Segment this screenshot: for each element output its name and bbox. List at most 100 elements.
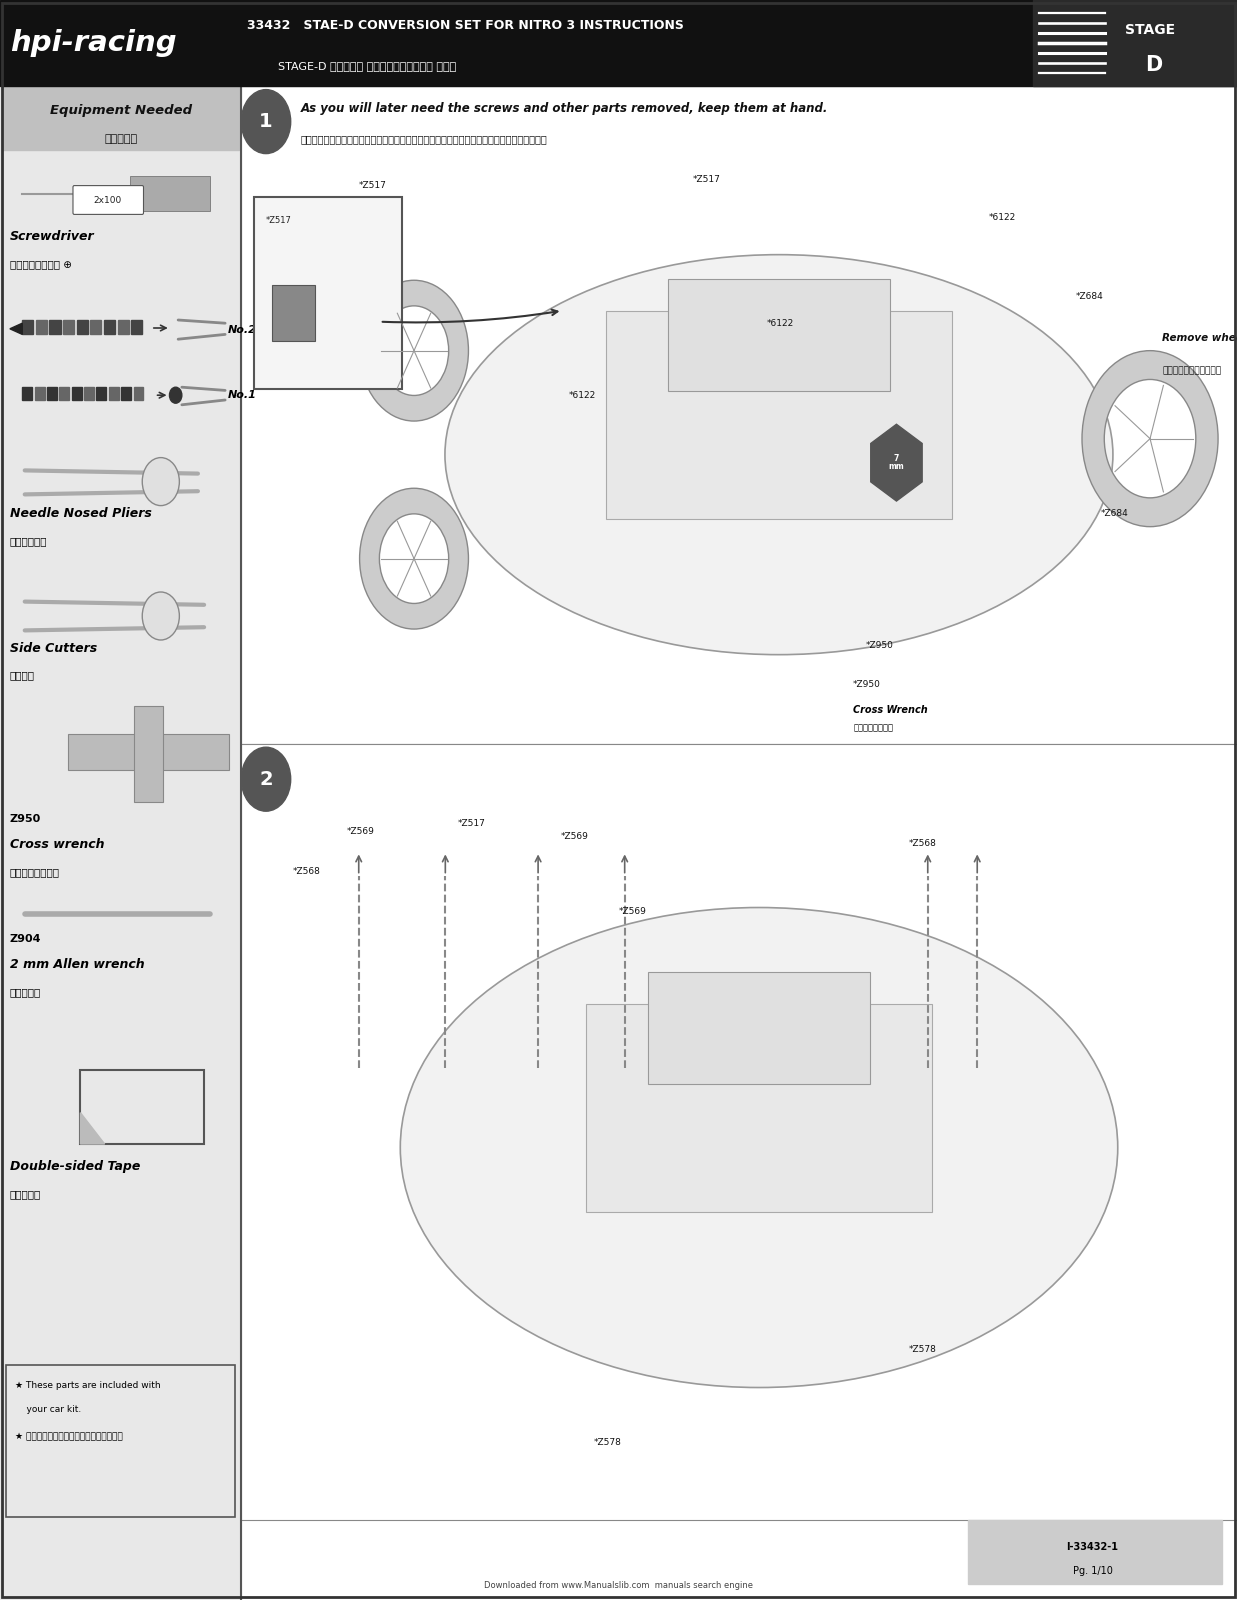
Bar (80, 1070, 204, 1144)
Bar (59, 387, 69, 400)
Text: *6122: *6122 (990, 213, 1017, 222)
Text: *Z568: *Z568 (909, 838, 938, 848)
Text: I-33432-1: I-33432-1 (1066, 1542, 1118, 1552)
Bar (72, 387, 82, 400)
Bar (969, 1520, 1222, 1584)
Bar (35, 387, 45, 400)
Bar (68, 734, 229, 770)
Bar (47, 387, 57, 400)
Bar (36, 320, 47, 334)
Text: No.1: No.1 (228, 390, 256, 400)
Bar (0, 0, 1237, 86)
Text: Pg. 1/10: Pg. 1/10 (1072, 1566, 1112, 1576)
Bar (130, 176, 210, 211)
Text: 取り外したパーツ、ビス類は組立の時に使用しますので紛失しないように注意してください。: 取り外したパーツ、ビス類は組立の時に使用しますので紛失しないように注意してくださ… (301, 134, 547, 144)
Text: 7
mm: 7 mm (888, 454, 904, 470)
Text: *Z517: *Z517 (266, 216, 292, 226)
Bar (96, 387, 106, 400)
Text: 必要なもの: 必要なもの (104, 134, 137, 144)
Bar (118, 320, 129, 334)
Bar (90, 320, 101, 334)
Bar (0, 86, 241, 1600)
Text: STAGE: STAGE (1126, 24, 1175, 37)
Bar (648, 971, 871, 1083)
Text: *Z578: *Z578 (594, 1438, 622, 1446)
Text: hpi-racing: hpi-racing (10, 29, 177, 58)
Text: *Z950: *Z950 (854, 680, 881, 690)
Bar (1033, 0, 1237, 86)
Bar (77, 320, 88, 334)
Text: 2 mm Allen wrench: 2 mm Allen wrench (10, 958, 145, 971)
Bar (22, 320, 33, 334)
Bar (49, 320, 61, 334)
Text: No.2: No.2 (228, 325, 256, 334)
Text: 六角レンチ: 六角レンチ (10, 987, 41, 997)
Circle shape (142, 458, 179, 506)
Text: ラジオペンチ: ラジオペンチ (10, 536, 47, 546)
Bar (668, 278, 891, 390)
Bar (6, 1365, 235, 1517)
Text: *Z517: *Z517 (359, 181, 387, 190)
Text: *Z569: *Z569 (618, 907, 647, 917)
Text: D: D (1145, 54, 1163, 75)
Bar (134, 706, 163, 802)
Text: *6122: *6122 (569, 390, 596, 400)
Text: Remove wheels: Remove wheels (1163, 333, 1237, 342)
Text: プラスドライバー ⊕: プラスドライバー ⊕ (10, 259, 72, 269)
Text: your car kit.: your car kit. (15, 1405, 82, 1414)
Text: Cross wrench: Cross wrench (10, 838, 104, 851)
Bar (104, 320, 115, 334)
Text: Screwdriver: Screwdriver (10, 230, 94, 243)
Polygon shape (10, 323, 22, 334)
Text: *Z684: *Z684 (1076, 293, 1103, 301)
Bar (63, 320, 74, 334)
Text: STAGE-D ナイトロ３ コンバージョンセット 説明書: STAGE-D ナイトロ３ コンバージョンセット 説明書 (278, 61, 456, 70)
Bar (241, 744, 1237, 1520)
Bar (241, 86, 1237, 744)
Circle shape (169, 387, 182, 403)
Bar (254, 197, 402, 389)
Text: Z904: Z904 (10, 934, 41, 944)
Text: *Z569: *Z569 (346, 827, 375, 837)
Text: ★ These parts are included with: ★ These parts are included with (15, 1381, 161, 1390)
Text: Equipment Needed: Equipment Needed (49, 104, 192, 117)
Ellipse shape (401, 907, 1118, 1387)
Text: タイヤを取り外します。: タイヤを取り外します。 (1163, 366, 1221, 376)
Polygon shape (80, 1112, 105, 1144)
Bar (121, 387, 131, 400)
Bar (586, 1003, 933, 1211)
Text: *Z578: *Z578 (909, 1344, 938, 1354)
Bar (134, 387, 143, 400)
Text: *6122: *6122 (767, 318, 794, 328)
Text: 両面テープ: 両面テープ (10, 1189, 41, 1198)
Text: Side Cutters: Side Cutters (10, 642, 98, 654)
Circle shape (241, 90, 291, 154)
Circle shape (142, 592, 179, 640)
FancyBboxPatch shape (73, 186, 143, 214)
Text: *Z517: *Z517 (693, 174, 720, 184)
Text: Double-sided Tape: Double-sided Tape (10, 1160, 140, 1173)
Ellipse shape (445, 254, 1113, 654)
Bar (131, 320, 142, 334)
Text: Downloaded from www.Manualslib.com  manuals search engine: Downloaded from www.Manualslib.com manua… (484, 1581, 753, 1590)
Text: 2x100: 2x100 (94, 195, 121, 205)
Text: 2: 2 (259, 770, 273, 789)
Text: *Z517: *Z517 (458, 819, 486, 829)
Bar (22, 387, 32, 400)
Text: Needle Nosed Pliers: Needle Nosed Pliers (10, 507, 152, 520)
Text: *Z950: *Z950 (866, 642, 893, 650)
Text: *Z569: *Z569 (560, 832, 589, 842)
Bar (272, 285, 315, 341)
Text: ★ キット付属のネジを使用してください。: ★ キット付属のネジを使用してください。 (15, 1432, 122, 1442)
Text: As you will later need the screws and other parts removed, keep them at hand.: As you will later need the screws and ot… (301, 102, 828, 115)
Text: ミニクロスレンチ: ミニクロスレンチ (854, 723, 893, 731)
Text: 1: 1 (259, 112, 273, 131)
Bar (606, 310, 952, 518)
Polygon shape (871, 424, 922, 501)
Text: *Z568: *Z568 (293, 867, 322, 877)
Circle shape (241, 747, 291, 811)
Bar (2, 86, 239, 150)
Text: *Z684: *Z684 (1101, 509, 1128, 518)
Bar (109, 387, 119, 400)
Text: 33432   STAE-D CONVERSION SET FOR NITRO 3 INSTRUCTIONS: 33432 STAE-D CONVERSION SET FOR NITRO 3 … (247, 19, 684, 32)
